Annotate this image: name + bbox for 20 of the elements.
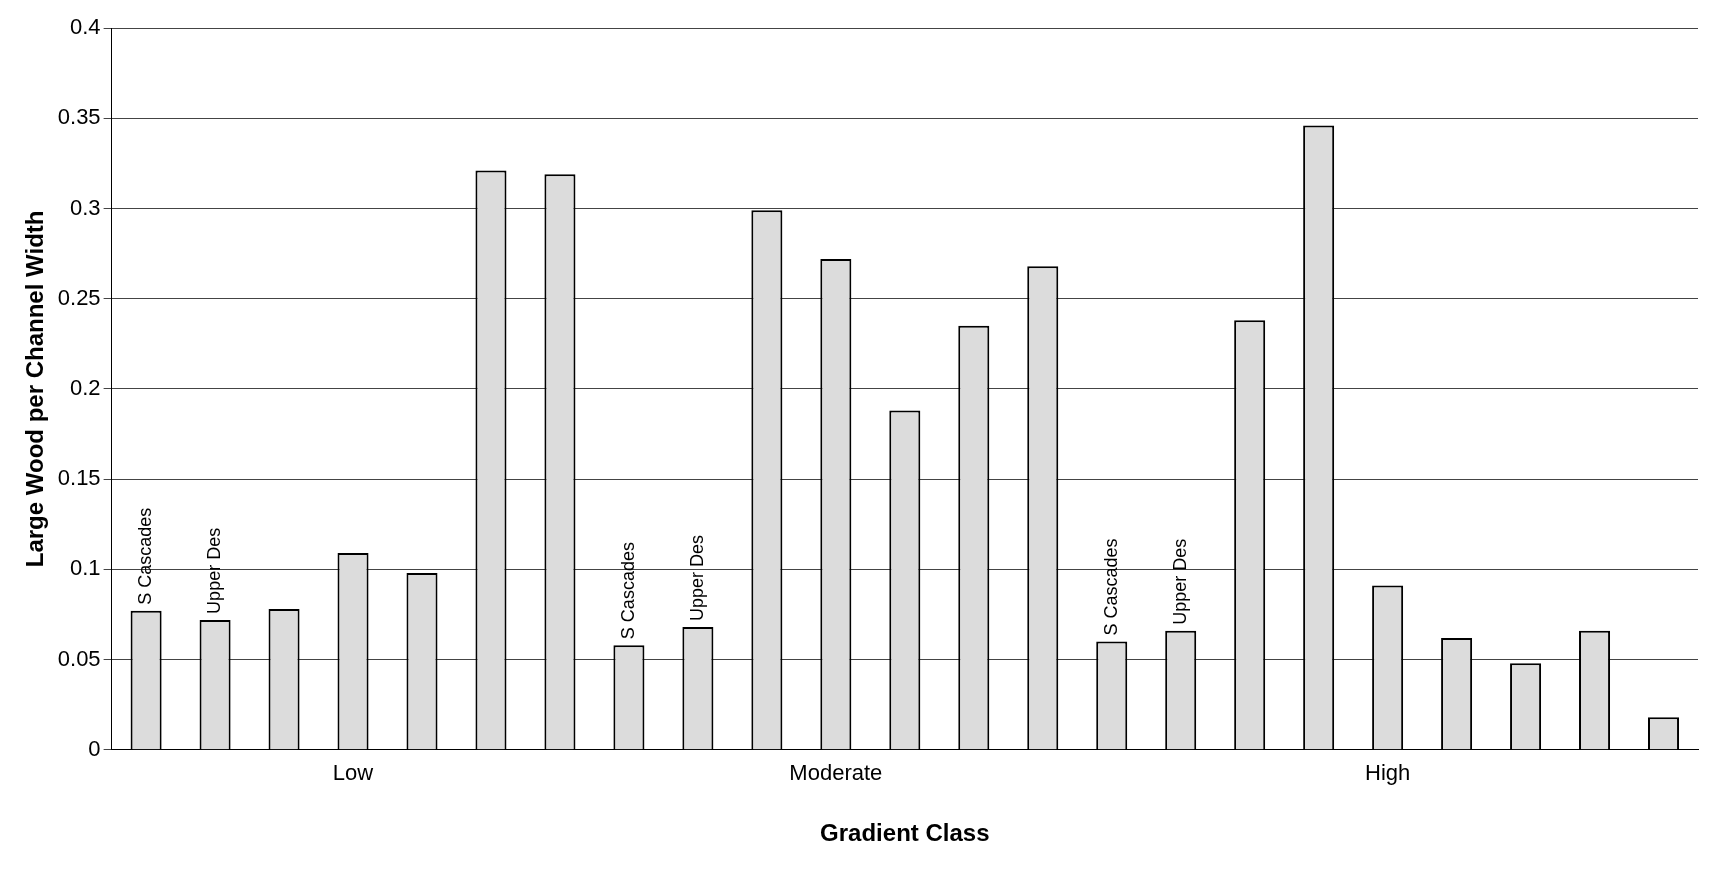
y-tick-label: 0.3 bbox=[70, 194, 101, 220]
y-tick-label: 0.35 bbox=[57, 104, 101, 130]
x-axis-title: Gradient Class bbox=[820, 819, 990, 847]
data-label: S Cascades bbox=[1100, 538, 1121, 636]
data-label: Upper Des bbox=[204, 527, 225, 614]
y-tick-label: 0.25 bbox=[57, 284, 101, 310]
y-tick-label: 0 bbox=[88, 735, 101, 761]
data-label: Upper Des bbox=[686, 535, 707, 622]
x-tick-label: Low bbox=[332, 760, 374, 786]
x-tick-label: Moderate bbox=[789, 760, 883, 786]
x-tick-label: High bbox=[1365, 760, 1411, 786]
y-tick-label: 0.4 bbox=[70, 14, 101, 40]
data-label: S Cascades bbox=[135, 507, 156, 605]
y-tick-label: 0.05 bbox=[57, 645, 101, 671]
data-label: Upper Des bbox=[1169, 538, 1190, 625]
y-tick-label: 0.15 bbox=[57, 465, 101, 491]
y-tick-label: 0.2 bbox=[70, 374, 101, 400]
y-tick-label: 0.1 bbox=[70, 555, 101, 581]
data-label: S Cascades bbox=[617, 542, 638, 640]
y-axis-title: Large Wood per Channel Width bbox=[21, 210, 49, 568]
